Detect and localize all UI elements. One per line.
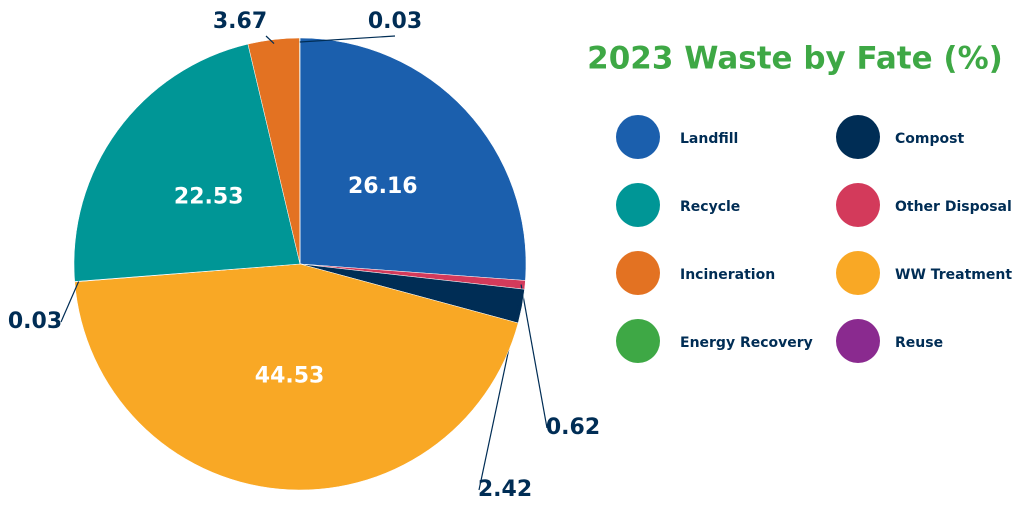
data-label: 44.53 bbox=[255, 364, 325, 389]
legend-swatch bbox=[616, 183, 660, 227]
data-label: 0.03 bbox=[368, 9, 422, 34]
legend-swatch bbox=[836, 319, 880, 363]
legend-label: Incineration bbox=[680, 267, 775, 283]
legend-label: Reuse bbox=[895, 335, 943, 351]
legend-swatch bbox=[616, 115, 660, 159]
data-label: 0.62 bbox=[546, 415, 600, 440]
leader-line bbox=[299, 35, 396, 43]
legend-label: WW Treatment bbox=[895, 267, 1012, 283]
leader-line bbox=[265, 35, 275, 44]
legend-swatch bbox=[836, 251, 880, 295]
chart-title: 2023 Waste by Fate (%) bbox=[587, 41, 1003, 77]
pie-slice bbox=[73, 43, 301, 282]
legend-label: Landfill bbox=[680, 131, 738, 147]
legend-swatch bbox=[836, 183, 880, 227]
leader-line bbox=[60, 281, 80, 323]
legend-label: Compost bbox=[895, 131, 964, 147]
data-label: 2.42 bbox=[478, 477, 532, 502]
legend-swatch bbox=[616, 319, 660, 363]
legend-label: Energy Recovery bbox=[680, 335, 813, 351]
legend-swatch bbox=[616, 251, 660, 295]
pie-slice bbox=[299, 37, 527, 281]
pie-slice bbox=[74, 263, 519, 491]
data-label: 26.16 bbox=[348, 174, 418, 199]
legend-swatch bbox=[836, 115, 880, 159]
legend-label: Other Disposal bbox=[895, 199, 1012, 215]
data-label: 22.53 bbox=[174, 184, 244, 209]
data-label: 0.03 bbox=[8, 309, 62, 334]
leader-line bbox=[520, 284, 548, 429]
data-label: 3.67 bbox=[213, 9, 267, 34]
legend-label: Recycle bbox=[680, 199, 740, 215]
